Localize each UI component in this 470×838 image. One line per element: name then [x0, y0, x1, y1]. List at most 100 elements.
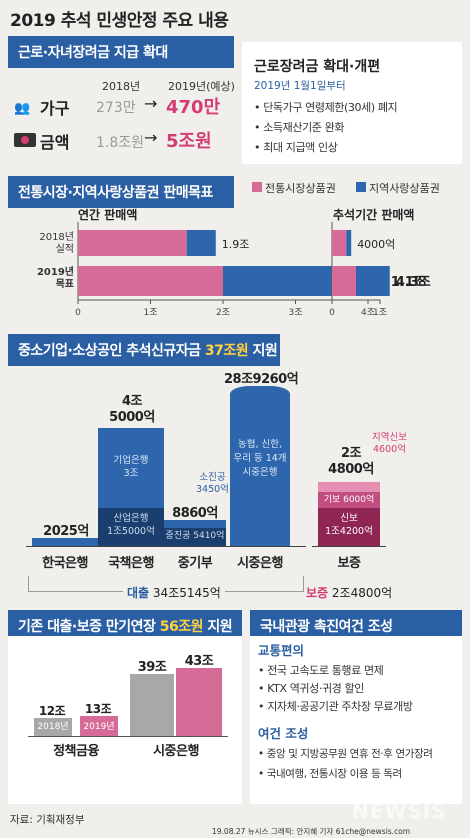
transport-item: • 지자체·공공기관 주차장 무료개방	[258, 700, 413, 713]
kibo-label: 기보 6000억	[323, 495, 375, 505]
kdb-label: 산업은행 1조5000억	[107, 513, 155, 537]
val-guar: 2조 4800억	[328, 446, 374, 477]
newsis-watermark: NEWSIS	[352, 799, 447, 823]
row-label-2018: 2018년 실적	[39, 232, 74, 255]
people-icon: 👥	[14, 101, 31, 116]
cat-policy-finance: 정책금융	[53, 744, 99, 759]
sub-conditions: 여건 조성	[258, 726, 309, 741]
y2018-label: 2018년	[37, 722, 69, 732]
legend-swatch-local	[356, 182, 366, 192]
arrow-icon: →	[144, 94, 158, 113]
baseline-guar	[312, 546, 386, 547]
arrow-icon: →	[144, 128, 158, 147]
bar-kosmes	[164, 528, 226, 546]
sbc-label: 소진공 3450억	[196, 472, 229, 495]
row-label-2019: 2019년 목표	[36, 267, 74, 290]
sub-transport: 교통편의	[258, 643, 305, 658]
guar-total: 보증 2조4800억	[306, 586, 393, 600]
annual-bar-traditional	[78, 230, 187, 256]
cat-policy: 국책은행	[108, 556, 154, 571]
v-comm-2019: 43조	[184, 654, 214, 669]
baseline-sec4	[28, 736, 228, 737]
bar-kibo	[318, 492, 380, 508]
reg-label: 지역신보 4600억	[372, 432, 407, 455]
loan-total: 대출 34조5145억	[123, 584, 225, 601]
comm-note: 농협, 신한, 우리 등 14개 시중은행	[233, 439, 287, 478]
annual-tick-label: 2조	[216, 308, 230, 318]
reform-date: 2019년 1월1일부터	[254, 80, 346, 92]
v-comm-2018: 39조	[137, 660, 167, 675]
v-policy-2018: 12조	[38, 704, 66, 718]
bar-comm-2019	[176, 668, 222, 736]
reform-box: 근로장려금 확대·개편 2019년 1월1일부터 • 단독가구 연령제한(30세…	[242, 42, 462, 164]
annual-tick-label: 1조	[143, 308, 157, 318]
households-label: 가구	[40, 99, 70, 118]
page-title: 2019 추석 민생안정 주요 내용	[10, 11, 229, 31]
money-icon	[14, 133, 36, 147]
annual-tick-label: 3조	[288, 308, 302, 318]
transport-item: • 전국 고속도로 통행료 면제	[258, 664, 384, 677]
val-policy: 4조 5000억	[109, 394, 155, 425]
bar-ibk	[98, 428, 164, 508]
annual-total-label: 4.3조	[396, 275, 431, 290]
sec1-header: 근로·자녀장려금 지급 확대	[8, 36, 234, 68]
chuseok-tick-label: 1조	[373, 308, 387, 318]
annual-tick-label: 0	[75, 308, 81, 318]
kosmes-label: 중진공 5410억	[165, 531, 225, 541]
sales-chart: 0 1조 2조 3조 4조 1.9조 4.3조 0 1조 4000억 1.1조	[75, 222, 431, 318]
amount-after: 5조원	[166, 131, 212, 152]
year-before: 2018년	[102, 80, 141, 93]
reform-item: • 최대 지급액 인상	[254, 141, 338, 154]
bar-sbc	[164, 520, 226, 528]
reform-item: • 소득재산기준 완화	[254, 121, 345, 134]
bar-policy-2019	[80, 716, 118, 736]
chuseok-bar-traditional	[332, 230, 347, 256]
cat-comm: 시중은행	[237, 556, 283, 571]
bar-regional	[318, 482, 380, 492]
annual-bar-traditional	[78, 266, 223, 296]
legend-traditional: 전통시장상품권	[265, 182, 336, 195]
chuseok-total-label: 1.1조	[391, 275, 426, 290]
amount-before: 1.8조원	[96, 135, 145, 151]
sec2-header: 전통시장·지역사랑상품권 판매목표	[8, 176, 234, 208]
val-comm: 28조9260억	[224, 372, 299, 387]
cat-bok: 한국은행	[42, 556, 88, 571]
bar-policy-2018	[34, 718, 72, 736]
val-bok: 2025억	[43, 524, 89, 539]
conditions-item: • 중앙 및 지방공무원 연휴 전·후 연가장려	[258, 748, 433, 760]
bar-comm	[230, 386, 290, 546]
kodit-label: 신보 1조4200억	[325, 513, 373, 537]
bar-kodit	[318, 508, 380, 546]
amount-label: 금액	[40, 133, 70, 152]
cat-guar: 보증	[337, 556, 361, 571]
conditions-item: • 국내여행, 전통시장 이용 등 독려	[258, 768, 402, 780]
reform-title: 근로장려금 확대·개편	[254, 59, 381, 75]
sec3-header: 중소기업·소상공인 추석신규자금 37조원 지원	[8, 334, 280, 366]
bar-comm-2018	[130, 674, 174, 736]
v-policy-2019: 13조	[84, 702, 112, 716]
reform-item: • 단독가구 연령제한(30세) 폐지	[254, 101, 398, 114]
cat-comm-bank: 시중은행	[153, 744, 199, 759]
annual-tick-label: 4조	[361, 308, 375, 318]
y2019-label: 2019년	[83, 722, 115, 732]
baseline-loans	[26, 546, 306, 547]
households-before: 273만	[96, 100, 136, 116]
annual-title: 연간 판매액	[78, 208, 138, 222]
source: 자료: 기획재정부	[10, 814, 85, 826]
annual-bar-local	[186, 230, 216, 256]
chuseok-bar-local	[356, 266, 385, 296]
transport-item: • KTX 역귀성·귀경 할인	[258, 682, 364, 695]
chuseok-bar-local	[346, 230, 352, 256]
bar-bok	[32, 538, 98, 546]
chuseok-tick-label: 0	[329, 308, 335, 318]
households-after: 470만	[166, 97, 221, 118]
legend-local: 지역사랑상품권	[369, 182, 440, 195]
val-smb: 8860억	[172, 506, 218, 521]
bar-kdb	[98, 508, 164, 546]
annual-total-label: 1.9조	[222, 238, 250, 251]
chuseok-title: 추석기간 판매액	[333, 208, 415, 222]
chuseok-bar-traditional	[332, 266, 356, 296]
sec5-box	[250, 636, 462, 804]
legend-swatch-traditional	[252, 182, 262, 192]
chuseok-total-label: 4000억	[357, 238, 395, 251]
